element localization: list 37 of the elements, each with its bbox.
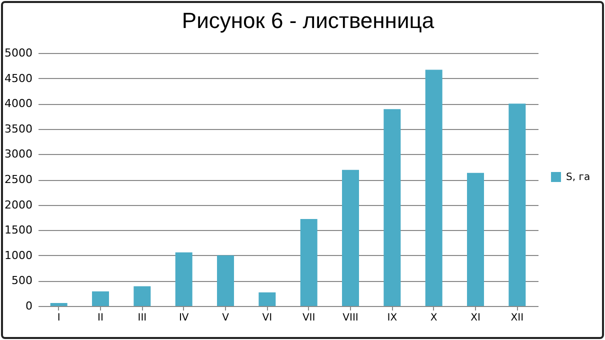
x-tick-label: X <box>430 312 438 324</box>
y-tick-label: 0 <box>26 300 32 312</box>
y-tick-label: 3000 <box>4 148 32 161</box>
legend-label: S, га <box>566 172 590 183</box>
bar <box>467 172 484 306</box>
y-tick-label: 5000 <box>4 46 32 60</box>
x-tick-label: III <box>138 312 147 324</box>
x-tick-label: VI <box>262 312 272 324</box>
x-tick-label: XII <box>510 312 524 324</box>
y-tick-label: 4500 <box>4 72 32 85</box>
y-tick-label: 3500 <box>4 122 32 136</box>
x-tick-label: VII <box>302 312 316 324</box>
chart-title: Рисунок 6 - лиственница <box>182 8 435 33</box>
bar <box>134 286 151 306</box>
x-tick-label: IV <box>178 312 189 324</box>
bar <box>175 252 192 306</box>
x-tick-label: II <box>98 312 104 324</box>
bar <box>425 70 442 306</box>
y-tick-label: 1500 <box>4 224 32 237</box>
y-tick-label: 2000 <box>4 198 32 212</box>
x-tick-label: V <box>222 312 230 324</box>
y-tick-label: 4000 <box>4 97 32 110</box>
x-tick-label: I <box>57 312 60 324</box>
bar <box>92 291 109 306</box>
bar <box>300 218 318 306</box>
bar <box>217 255 234 306</box>
bar <box>342 170 359 306</box>
x-tick-label: IX <box>387 312 398 324</box>
bar <box>508 104 526 306</box>
y-tick-label: 1000 <box>4 248 32 262</box>
x-tick-label: XI <box>470 312 480 324</box>
bar <box>50 302 68 306</box>
x-tick-label: VIII <box>342 312 358 324</box>
y-tick-label: 2500 <box>4 173 32 186</box>
bar <box>258 292 276 306</box>
y-tick-label: 500 <box>12 274 32 288</box>
bar <box>384 109 401 306</box>
